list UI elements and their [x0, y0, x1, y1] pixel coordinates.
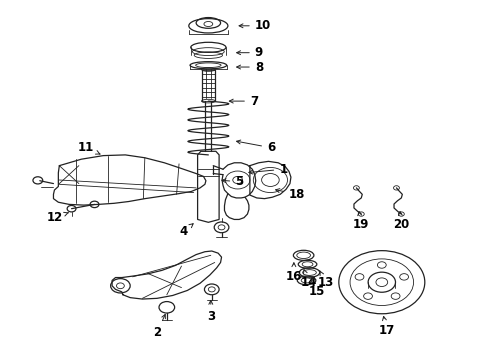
Text: 7: 7	[229, 95, 258, 108]
Text: 3: 3	[207, 300, 215, 323]
Text: 17: 17	[379, 316, 395, 337]
Text: 15: 15	[309, 277, 325, 298]
Text: 16: 16	[286, 263, 302, 283]
Text: 18: 18	[276, 188, 305, 201]
Text: 6: 6	[237, 140, 275, 154]
Text: 12: 12	[47, 211, 68, 224]
Text: 2: 2	[153, 314, 166, 339]
Text: 10: 10	[239, 19, 271, 32]
Text: 8: 8	[237, 60, 263, 73]
Text: 5: 5	[222, 175, 244, 188]
Text: 20: 20	[393, 212, 410, 231]
Text: 11: 11	[78, 141, 100, 154]
Text: 13: 13	[318, 270, 334, 289]
Text: 1: 1	[249, 163, 287, 176]
Text: 14: 14	[300, 270, 317, 289]
Text: 19: 19	[353, 212, 369, 231]
Text: 4: 4	[179, 224, 193, 238]
Text: 9: 9	[237, 46, 263, 59]
